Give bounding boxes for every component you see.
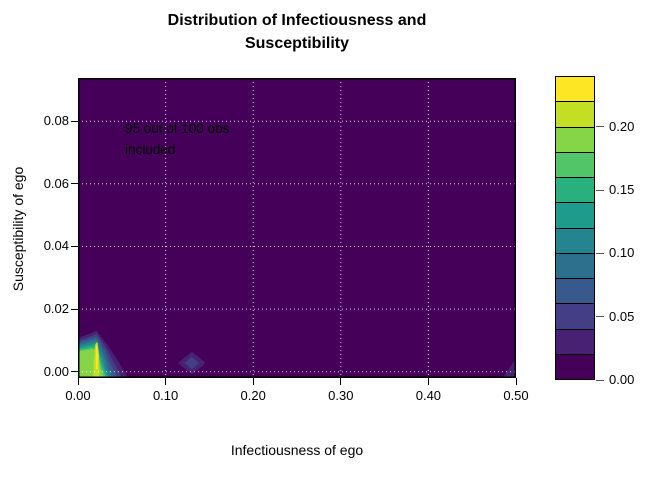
x-axis-label: Infectiousness of ego: [230, 442, 364, 458]
contour-polygon: [502, 358, 516, 378]
color-key-band: [556, 303, 594, 329]
chart-title-line-1: Distribution of Infectiousness and: [167, 12, 427, 29]
color-key-tick-label: 0.20: [609, 118, 635, 134]
color-key-band: [556, 101, 594, 127]
x-axis-tick: [252, 378, 254, 385]
color-key-tick-label: 0.10: [609, 245, 635, 261]
plot-area: [78, 78, 516, 378]
chart-title-line-2: Susceptibility: [244, 35, 350, 52]
x-axis-tick: [340, 378, 342, 385]
color-key-band: [556, 202, 594, 228]
x-tick-label: 0.40: [415, 388, 442, 403]
color-key-tick: [596, 189, 604, 191]
color-key-band: [556, 227, 594, 253]
color-key-bar: [555, 76, 595, 380]
color-key-tick-label: 0.05: [609, 308, 635, 324]
color-key-band: [556, 278, 594, 304]
color-key-band: [556, 353, 594, 379]
contour-plot-svg: [78, 78, 516, 378]
x-tick-label: 0.30: [328, 388, 354, 403]
x-axis-tick: [427, 378, 429, 385]
plot-annotation: 95 out of 100 obs. included: [125, 118, 233, 160]
y-axis-tick: [71, 308, 78, 310]
x-axis-tick: [165, 378, 167, 385]
y-axis-tick: [71, 120, 78, 122]
x-axis-tick: [77, 378, 79, 385]
y-axis-tick: [71, 245, 78, 247]
annotation-line-1: 95 out of 100 obs.: [125, 121, 234, 136]
y-tick-label: 0.04: [43, 238, 69, 254]
color-key-tick-label: 0.00: [609, 372, 635, 387]
color-key-band: [556, 252, 594, 278]
x-tick-label: 0.00: [65, 388, 91, 403]
y-axis-label: Susceptibility of ego: [10, 166, 26, 292]
y-axis-tick: [71, 371, 78, 373]
y-tick-label: 0.08: [43, 113, 69, 129]
color-key-tick: [596, 316, 604, 318]
color-key-band: [556, 151, 594, 177]
color-key-tick: [596, 252, 604, 254]
plot-background: [78, 78, 516, 378]
y-axis-tick: [71, 183, 78, 185]
color-key-band: [556, 126, 594, 152]
x-axis-tick: [515, 378, 517, 385]
annotation-line-2: included: [125, 142, 176, 157]
x-tick-label: 0.50: [503, 388, 529, 403]
color-key-band: [556, 328, 594, 354]
color-key-band: [556, 77, 594, 102]
color-key-band: [556, 177, 594, 203]
x-tick-label: 0.20: [240, 388, 266, 403]
y-tick-label: 0.00: [43, 363, 69, 379]
x-tick-label: 0.10: [152, 388, 179, 403]
plot-border: [78, 78, 516, 378]
color-key-tick: [596, 379, 604, 381]
color-key-tick: [596, 126, 604, 128]
contour-polygon: [184, 356, 200, 370]
color-key-tick-label: 0.15: [609, 182, 635, 197]
y-tick-label: 0.06: [43, 175, 69, 191]
y-tick-label: 0.02: [43, 301, 69, 317]
contour-polygon: [95, 343, 98, 370]
